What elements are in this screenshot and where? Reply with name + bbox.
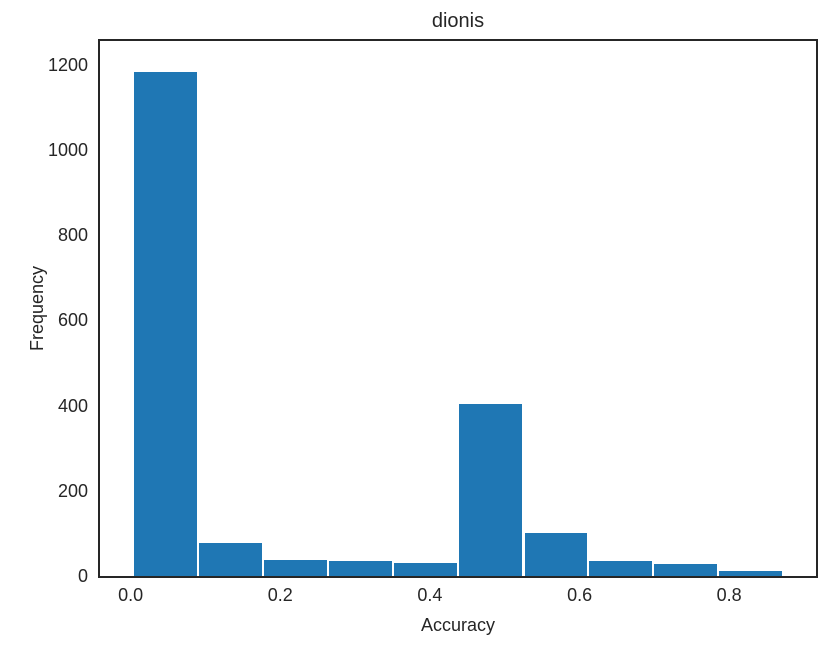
- x-tick-label: 0.4: [417, 585, 443, 605]
- x-tick-label: 0.8: [716, 585, 742, 605]
- x-tick-label: 0.2: [267, 585, 293, 605]
- y-tick-label: 0: [77, 566, 88, 586]
- histogram-bar: [393, 561, 459, 576]
- histogram-bar: [458, 403, 524, 576]
- y-tick-label: 1000: [47, 140, 88, 160]
- y-tick-label: 800: [57, 225, 88, 246]
- histogram-bar: [263, 558, 329, 576]
- histogram-bar: [523, 531, 588, 576]
- histogram-bars: [100, 41, 816, 576]
- chart-title: dionis: [431, 10, 485, 32]
- histogram-bar: [587, 559, 653, 576]
- histogram-bar: [328, 559, 394, 576]
- histogram-bar: [132, 70, 198, 576]
- x-axis-label: Accuracy: [420, 615, 496, 635]
- x-tick-label: 0.6: [567, 585, 593, 605]
- plot-area: [98, 39, 818, 578]
- x-tick-label: 0.0: [118, 585, 144, 605]
- y-tick-label: 1200: [47, 54, 88, 75]
- y-tick-label: 600: [57, 310, 88, 331]
- histogram-bar: [652, 563, 718, 576]
- y-tick-label: 400: [57, 395, 88, 416]
- y-tick-label: 200: [57, 480, 88, 501]
- histogram-bar: [198, 541, 264, 576]
- histogram-bar: [718, 569, 784, 576]
